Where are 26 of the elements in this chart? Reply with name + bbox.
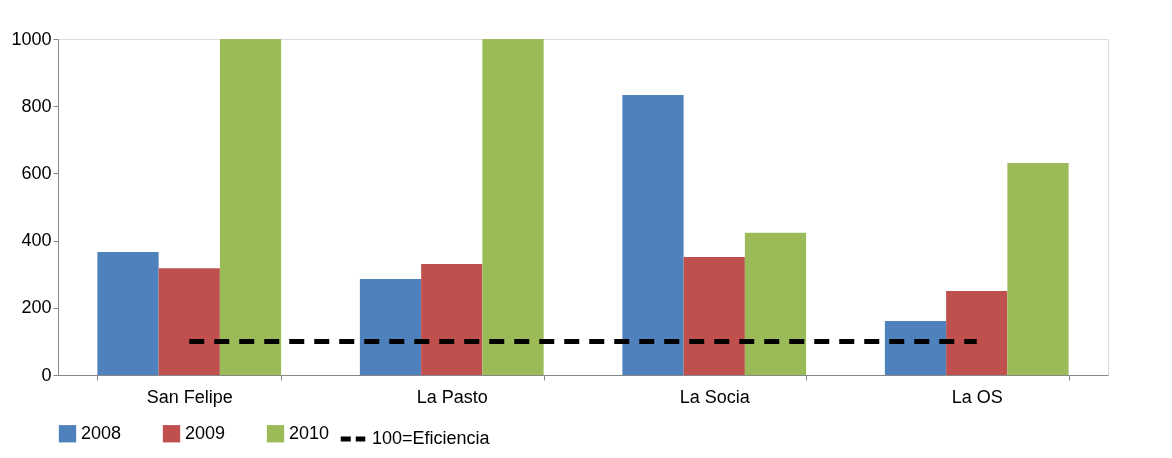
y-tick-label: 0 <box>41 364 52 385</box>
bar <box>683 257 745 375</box>
x-tick-label: La OS <box>951 386 1003 407</box>
y-tick-label: 600 <box>21 162 52 183</box>
bar <box>421 264 483 375</box>
legend-label: 2010 <box>289 422 330 443</box>
legend-label: 2009 <box>185 422 226 443</box>
bar <box>97 252 159 375</box>
bar <box>219 39 282 375</box>
bar <box>359 278 422 375</box>
bar <box>744 232 807 375</box>
bar <box>622 95 684 375</box>
legend-label: 100=Eficiencia <box>372 428 491 448</box>
y-tick-label: 800 <box>21 95 52 116</box>
bar <box>946 291 1008 375</box>
bar <box>482 39 544 375</box>
y-tick-label: 1000 <box>11 28 52 49</box>
y-tick-label: 200 <box>21 297 52 318</box>
y-tick-label: 400 <box>21 230 52 251</box>
x-tick-label: La Pasto <box>416 386 488 407</box>
bar <box>1007 162 1069 375</box>
bar <box>884 320 947 375</box>
x-tick-label: San Felipe <box>146 386 233 407</box>
x-tick-label: La Socia <box>679 386 751 407</box>
bar <box>158 268 220 375</box>
legend-label: 2008 <box>81 422 122 443</box>
